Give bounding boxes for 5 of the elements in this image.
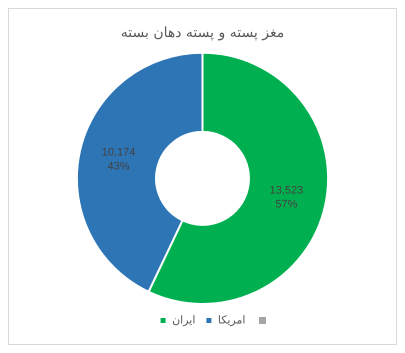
data-label: 13,523 57% <box>270 184 304 210</box>
legend-label: امریکا <box>218 313 246 326</box>
legend-label: ایران <box>172 313 196 326</box>
data-label: 10,174 43% <box>102 146 136 172</box>
chart-title: مغز پسته و پسته دهان بسته <box>120 25 284 42</box>
